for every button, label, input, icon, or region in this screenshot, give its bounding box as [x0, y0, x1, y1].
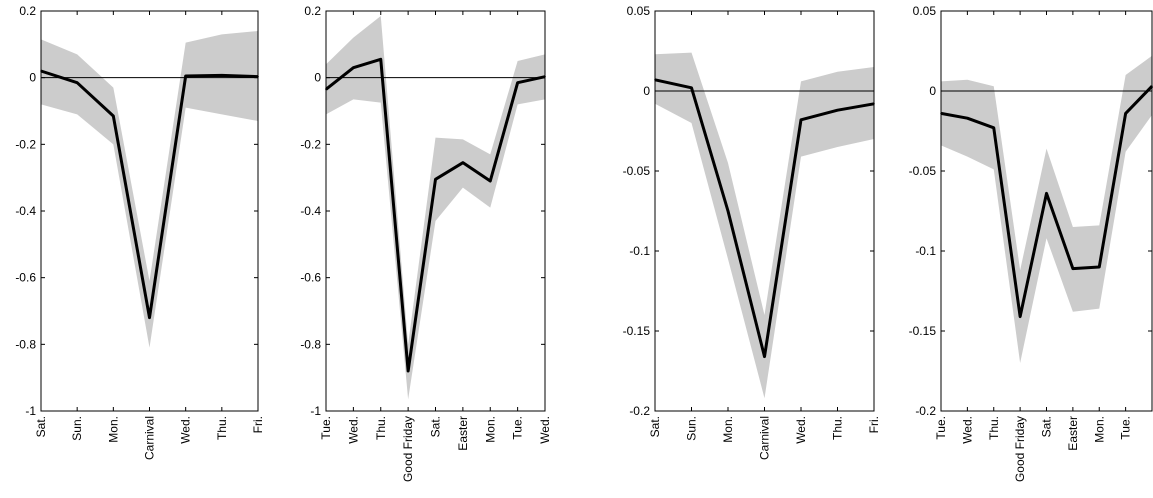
data-point [434, 178, 437, 181]
data-point [727, 210, 729, 212]
y-tick-label: -0.8 [15, 337, 36, 351]
y-tick-label: 0 [929, 84, 936, 98]
y-tick-label: -0.2 [15, 137, 36, 151]
y-tick-label: -0.2 [629, 404, 650, 418]
y-tick-label: -0.2 [915, 404, 936, 418]
data-point [352, 66, 355, 69]
data-point [462, 161, 464, 164]
y-tick-label: -0.1 [915, 244, 936, 258]
y-tick-label: 0 [314, 71, 321, 85]
y-tick-label: -0.4 [300, 204, 321, 218]
y-tick-label: -1 [310, 404, 321, 418]
x-tick-label: Easter [456, 416, 470, 451]
y-tick-label: -0.15 [623, 324, 651, 338]
data-point [516, 81, 519, 84]
x-tick-label: Sun. [70, 416, 84, 441]
x-tick-label: Sat. [429, 416, 443, 437]
data-point [184, 75, 187, 77]
y-tick-label: -0.2 [300, 137, 321, 151]
data-point [690, 87, 693, 89]
x-tick-label: Sat. [1040, 416, 1054, 437]
x-tick-label: Tue. [511, 416, 525, 440]
x-tick-label: Carnival [758, 416, 772, 460]
data-point [407, 370, 409, 372]
x-tick-label: Carnival [143, 416, 157, 460]
x-tick-label: Wed. [346, 416, 360, 444]
data-point [763, 355, 766, 358]
x-tick-label: Wed. [794, 416, 808, 444]
x-tick-label: Fri. [867, 416, 881, 433]
y-tick-label: 0 [29, 71, 36, 85]
y-tick-label: 0.2 [19, 4, 36, 18]
data-point [1124, 112, 1127, 115]
y-tick-label: -0.15 [909, 324, 937, 338]
x-tick-label: Thu. [215, 416, 229, 440]
y-tick-label: 0 [643, 84, 650, 98]
x-tick-label: Thu. [987, 416, 1001, 440]
data-point [992, 127, 995, 129]
y-tick-label: -0.6 [300, 271, 321, 285]
x-tick-label: Wed. [179, 416, 193, 444]
y-tick-label: 0.05 [627, 4, 651, 18]
y-tick-label: 0.2 [304, 4, 321, 18]
x-tick-label: Wed. [538, 416, 552, 444]
data-point [379, 58, 382, 61]
data-point [76, 81, 78, 84]
x-tick-label: Good Friday [401, 416, 415, 482]
confidence-band [655, 52, 874, 399]
x-tick-label: Wed. [960, 416, 974, 444]
data-point [836, 109, 839, 111]
data-point [112, 115, 115, 117]
data-point [1098, 266, 1101, 268]
y-tick-label: -0.4 [15, 204, 36, 218]
x-tick-label: Thu. [831, 416, 845, 440]
x-tick-label: Thu. [374, 416, 388, 440]
x-tick-label: Sat. [648, 416, 662, 437]
data-point [1045, 192, 1048, 195]
y-tick-label: -0.1 [629, 244, 650, 258]
confidence-band [326, 16, 545, 400]
data-point [1072, 267, 1074, 270]
confidence-band [941, 55, 1152, 364]
x-tick-label: Mon. [106, 416, 120, 443]
x-tick-label: Mon. [483, 416, 497, 443]
x-tick-label: Tue. [934, 416, 948, 440]
x-tick-label: Sat. [34, 416, 48, 437]
x-tick-label: Mon. [1092, 416, 1106, 443]
data-point [966, 117, 969, 119]
x-tick-label: Easter [1066, 416, 1080, 451]
data-point [800, 119, 802, 121]
y-tick-label: -1 [25, 404, 36, 418]
data-point [489, 180, 492, 182]
data-point [221, 74, 223, 77]
y-tick-label: -0.8 [300, 337, 321, 351]
y-tick-label: -0.05 [623, 164, 651, 178]
x-tick-label: Mon. [721, 416, 735, 443]
y-tick-label: -0.6 [15, 271, 36, 285]
x-tick-label: Sun. [685, 416, 699, 441]
y-tick-label: -0.05 [909, 164, 937, 178]
x-tick-label: Good Friday [1013, 416, 1027, 482]
data-point [148, 316, 151, 319]
confidence-band [41, 31, 258, 348]
x-tick-label: Tue. [1119, 416, 1133, 440]
x-tick-label: Tue. [319, 416, 333, 440]
y-tick-label: 0.05 [913, 4, 937, 18]
x-tick-label: Fri. [251, 416, 265, 433]
data-point [1019, 315, 1021, 318]
